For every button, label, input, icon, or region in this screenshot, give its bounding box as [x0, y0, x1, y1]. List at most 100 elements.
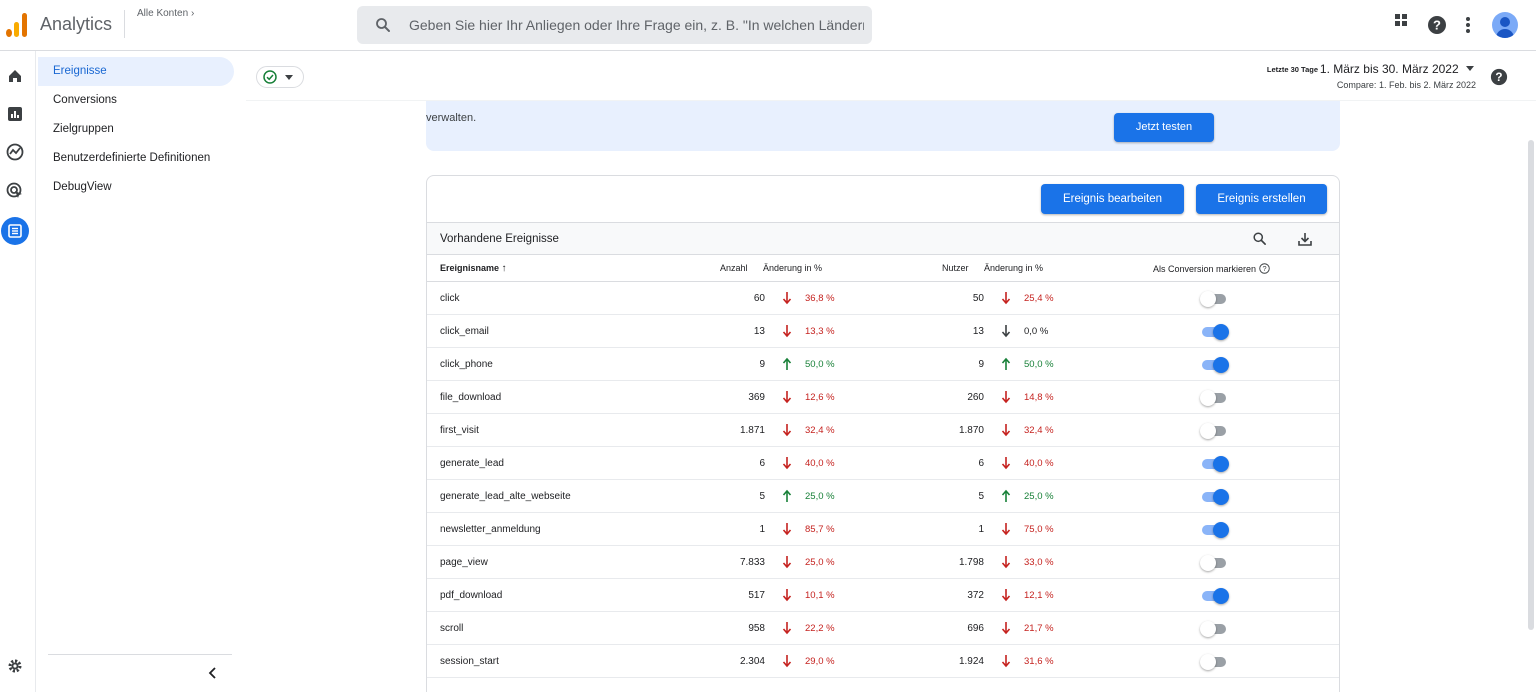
search-box[interactable]: [357, 6, 872, 44]
conversion-toggle[interactable]: [1200, 324, 1229, 340]
event-name[interactable]: click_phone: [440, 359, 493, 370]
conversion-toggle[interactable]: [1200, 654, 1228, 670]
col-header-event-name[interactable]: Ereignisname ↑: [440, 263, 507, 274]
conversion-toggle[interactable]: [1200, 423, 1228, 439]
event-count: 13: [753, 326, 765, 337]
event-count: 1.871: [739, 425, 765, 436]
table-row[interactable]: click 60 36,8 % 50 25,4 %: [427, 282, 1339, 315]
event-name[interactable]: file_download: [440, 392, 502, 403]
col-header-users[interactable]: Nutzer: [942, 263, 969, 273]
trend-down-arrow-icon: [782, 588, 792, 602]
main-content: Letzte 30 Tage 1. März bis 30. März 2022…: [246, 51, 1536, 692]
event-name[interactable]: generate_lead_alte_webseite: [440, 491, 571, 502]
conversion-toggle[interactable]: [1200, 291, 1228, 307]
conversion-toggle[interactable]: [1200, 555, 1228, 571]
top-bar: Analytics Alle Konten › ?: [0, 0, 1536, 51]
configure-icon[interactable]: [1, 217, 29, 245]
subnav-divider: [48, 654, 232, 655]
accounts-breadcrumb[interactable]: Alle Konten ›: [137, 8, 194, 19]
conversion-toggle[interactable]: [1200, 621, 1228, 637]
try-now-button[interactable]: Jetzt testen: [1114, 113, 1214, 142]
event-users: 13: [972, 326, 984, 337]
download-icon[interactable]: [1297, 231, 1313, 247]
collapse-chevron-left-icon[interactable]: [206, 666, 220, 685]
table-search-icon[interactable]: [1252, 231, 1267, 246]
col-event-name-label: Ereignisname: [440, 263, 500, 273]
card-title: Vorhandene Ereignisse: [440, 233, 559, 245]
search-input[interactable]: [409, 6, 864, 44]
count-change: 12,6 %: [805, 392, 835, 403]
trend-up-arrow-icon: [782, 357, 792, 371]
app-title[interactable]: Analytics: [40, 14, 113, 34]
event-count: 5: [759, 491, 765, 502]
help-icon[interactable]: ?: [1427, 15, 1447, 40]
event-name[interactable]: generate_lead: [440, 458, 504, 469]
page-help-icon[interactable]: ?: [1490, 68, 1508, 91]
event-name[interactable]: click: [440, 293, 460, 304]
event-name[interactable]: session_start: [440, 656, 499, 667]
event-users: 372: [967, 590, 984, 601]
subnav-item-zielgruppen[interactable]: Zielgruppen: [53, 123, 114, 135]
apps-grid-icon[interactable]: [1394, 13, 1408, 32]
event-users: 1.870: [958, 425, 984, 436]
count-change: 25,0 %: [805, 491, 835, 502]
date-range-picker[interactable]: 1. März bis 30. März 2022: [1320, 62, 1474, 76]
subnav-item-ereignisse[interactable]: Ereignisse: [38, 57, 234, 86]
table-row[interactable]: click_email 13 13,3 % 13 0,0 %: [427, 315, 1339, 348]
advertising-icon[interactable]: [4, 180, 26, 202]
conversion-toggle[interactable]: [1200, 489, 1229, 505]
conversion-toggle[interactable]: [1200, 588, 1229, 604]
col-header-count[interactable]: Anzahl: [720, 263, 748, 273]
conversion-toggle[interactable]: [1200, 390, 1228, 406]
edit-event-button[interactable]: Ereignis bearbeiten: [1041, 184, 1184, 214]
subnav-item-debugview[interactable]: DebugView: [53, 181, 112, 193]
col-header-count-change[interactable]: Änderung in %: [763, 263, 823, 273]
event-users: 1.924: [958, 656, 984, 667]
users-change: 12,1 %: [1024, 590, 1054, 601]
subnav-item-conversions[interactable]: Conversions: [53, 94, 117, 106]
dropdown-arrow-icon: [285, 75, 293, 80]
home-icon[interactable]: [4, 65, 26, 87]
users-change: 25,0 %: [1024, 491, 1054, 502]
trend-up-arrow-icon: [1001, 489, 1011, 503]
table-row[interactable]: pdf_download 517 10,1 % 372 12,1 %: [427, 579, 1339, 612]
settings-gear-icon[interactable]: [4, 655, 26, 677]
table-row[interactable]: generate_lead_alte_webseite 5 25,0 % 5 25,0 …: [427, 480, 1339, 513]
subnav-item-custom-definitions[interactable]: Benutzerdefinierte Definitionen: [53, 152, 211, 164]
table-row[interactable]: session_start 2.304 29,0 % 1.924 31,6 %: [427, 645, 1339, 678]
trend-down-arrow-icon: [782, 522, 792, 536]
status-filter-pill[interactable]: [256, 66, 304, 88]
table-row[interactable]: first_visit 1.871 32,4 % 1.870 32,4 %: [427, 414, 1339, 447]
trend-up-arrow-icon: [782, 489, 792, 503]
event-name[interactable]: scroll: [440, 623, 464, 634]
analytics-logo-icon[interactable]: [6, 13, 28, 37]
conversion-toggle[interactable]: [1200, 522, 1229, 538]
event-users: 6: [978, 458, 984, 469]
table-row[interactable]: page_view 7.833 25,0 % 1.798 33,0 %: [427, 546, 1339, 579]
event-name[interactable]: first_visit: [440, 425, 479, 436]
table-row[interactable]: scroll 958 22,2 % 696 21,7 %: [427, 612, 1339, 645]
create-event-button[interactable]: Ereignis erstellen: [1196, 184, 1327, 214]
table-row[interactable]: newsletter_anmeldung 1 85,7 % 1 75,0 %: [427, 513, 1339, 546]
conversion-toggle[interactable]: [1200, 456, 1229, 472]
col-header-conversion[interactable]: Als Conversion markieren ?: [1153, 263, 1270, 274]
trend-down-arrow-icon: [1001, 654, 1011, 668]
table-row[interactable]: generate_lead 6 40,0 % 6 40,0 %: [427, 447, 1339, 480]
event-name[interactable]: newsletter_anmeldung: [440, 524, 541, 535]
reports-icon[interactable]: [4, 103, 26, 125]
explore-icon[interactable]: [4, 141, 26, 163]
conversion-toggle[interactable]: [1200, 357, 1229, 373]
table-row[interactable]: file_download 369 12,6 % 260 14,8 %: [427, 381, 1339, 414]
table-row[interactable]: click_phone 9 50,0 % 9 50,0 %: [427, 348, 1339, 381]
event-name[interactable]: page_view: [440, 557, 488, 568]
conversion-help-icon[interactable]: ?: [1258, 263, 1270, 274]
user-avatar[interactable]: [1492, 12, 1518, 38]
date-dropdown-arrow-icon: [1466, 66, 1474, 71]
event-name[interactable]: click_email: [440, 326, 489, 337]
event-name[interactable]: pdf_download: [440, 590, 503, 601]
trend-down-arrow-icon: [1001, 522, 1011, 536]
more-vert-icon[interactable]: [1465, 16, 1471, 39]
col-header-users-change[interactable]: Änderung in %: [984, 263, 1044, 273]
count-change: 36,8 %: [805, 293, 835, 304]
vertical-scrollbar[interactable]: [1528, 140, 1534, 630]
